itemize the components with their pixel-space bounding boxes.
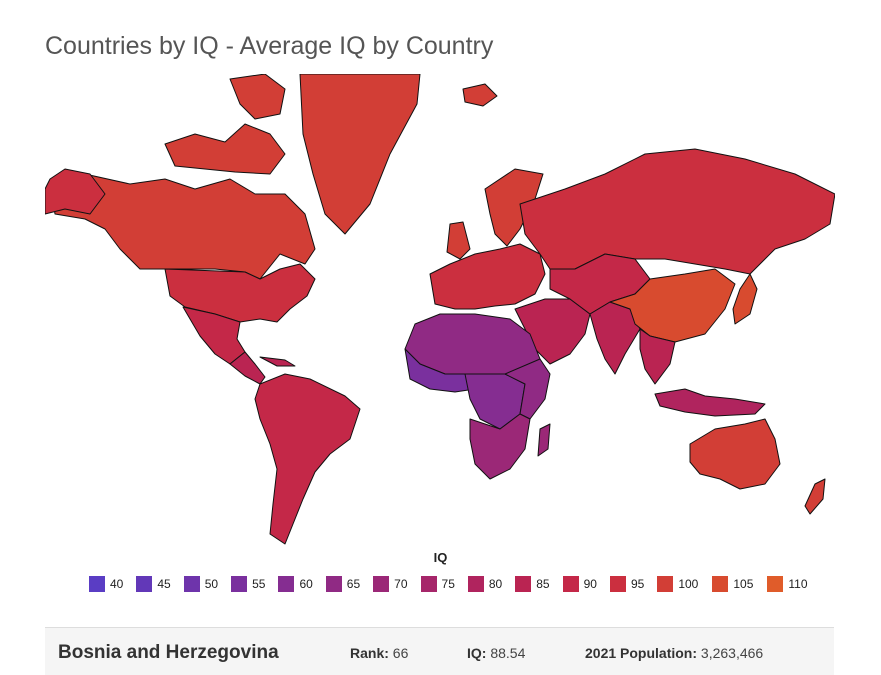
legend-swatch xyxy=(325,576,342,592)
legend-item-95[interactable]: 95 xyxy=(609,575,645,593)
iq-field: IQ: 88.54 xyxy=(467,645,525,661)
legend-item-105[interactable]: 105 xyxy=(712,575,753,593)
legend-swatch xyxy=(231,576,248,592)
legend-label: 45 xyxy=(157,577,171,591)
legend-title: IQ xyxy=(433,550,448,565)
legend-swatch xyxy=(467,576,484,592)
legend: 40 45 50 55 60 65 70 75 80 85 90 95 100 105 110 xyxy=(89,575,822,593)
legend-label: 110 xyxy=(788,577,808,591)
legend-swatch xyxy=(609,576,626,592)
world-map[interactable] xyxy=(45,74,835,549)
legend-swatch xyxy=(373,576,390,592)
iq-value: 88.54 xyxy=(490,645,526,661)
legend-label: 95 xyxy=(630,577,645,591)
legend-item-75[interactable]: 75 xyxy=(420,575,455,593)
legend-item-90[interactable]: 90 xyxy=(562,575,597,593)
legend-label: 70 xyxy=(394,577,408,591)
scandinavia[interactable] xyxy=(484,168,544,247)
population-field: 2021 Population: 3,263,466 xyxy=(585,645,763,661)
legend-label: 85 xyxy=(536,577,550,591)
south-america[interactable] xyxy=(254,373,361,545)
japan[interactable] xyxy=(732,273,758,325)
page-title: Countries by IQ - Average IQ by Country xyxy=(45,32,494,60)
legend-item-65[interactable]: 65 xyxy=(325,575,361,593)
alaska[interactable] xyxy=(45,168,106,215)
cuba[interactable] xyxy=(259,356,296,367)
legend-item-60[interactable]: 60 xyxy=(278,575,313,593)
rank-label: Rank: xyxy=(350,645,389,661)
legend-label: 75 xyxy=(441,577,455,591)
legend-item-100[interactable]: 100 xyxy=(657,575,698,593)
legend-label: 65 xyxy=(346,577,361,591)
country-info-bar: Bosnia and Herzegovina Rank: 66 IQ: 88.5… xyxy=(45,627,834,675)
legend-swatch xyxy=(562,576,579,592)
legend-item-110[interactable]: 110 xyxy=(767,575,808,593)
rank-value: 66 xyxy=(392,645,409,661)
rank-field: Rank: 66 xyxy=(350,645,408,661)
legend-item-80[interactable]: 80 xyxy=(467,575,503,593)
legend-item-55[interactable]: 55 xyxy=(231,575,265,593)
china[interactable] xyxy=(609,268,736,343)
legend-item-85[interactable]: 85 xyxy=(515,575,550,593)
southern-africa[interactable] xyxy=(469,413,531,480)
madagascar[interactable] xyxy=(537,423,551,457)
legend-item-70[interactable]: 70 xyxy=(373,575,408,593)
canada[interactable] xyxy=(49,173,316,280)
legend-label: 60 xyxy=(299,577,313,591)
legend-swatch xyxy=(712,576,729,592)
legend-label: 40 xyxy=(110,577,124,591)
north-africa[interactable] xyxy=(404,313,541,375)
legend-item-45[interactable]: 45 xyxy=(136,575,171,593)
legend-swatch xyxy=(183,576,200,592)
legend-label: 100 xyxy=(678,577,699,591)
indonesia[interactable] xyxy=(654,388,766,417)
legend-label: 55 xyxy=(252,577,266,591)
canada-north-island[interactable] xyxy=(229,74,286,120)
legend-label: 90 xyxy=(583,577,597,591)
legend-swatch xyxy=(420,576,437,592)
world-map-svg[interactable] xyxy=(45,74,835,549)
europe[interactable] xyxy=(429,243,546,310)
central-america[interactable] xyxy=(229,351,266,385)
southeast-asia[interactable] xyxy=(639,328,676,385)
east-africa[interactable] xyxy=(504,358,551,420)
population-label: 2021 Population: xyxy=(585,645,698,661)
legend-swatch xyxy=(515,576,532,592)
new-zealand[interactable] xyxy=(804,478,826,515)
legend-swatch xyxy=(278,576,295,592)
australia[interactable] xyxy=(689,418,781,490)
legend-label: 50 xyxy=(204,577,219,591)
canada-islands[interactable] xyxy=(164,123,286,175)
selected-country-name: Bosnia and Herzegovina xyxy=(58,642,279,663)
legend-item-40[interactable]: 40 xyxy=(89,575,123,593)
legend-item-50[interactable]: 50 xyxy=(183,575,219,593)
iq-label: IQ: xyxy=(467,645,487,661)
legend-label: 80 xyxy=(488,577,503,591)
population-value: 3,263,466 xyxy=(700,645,764,661)
legend-swatch xyxy=(767,576,784,592)
greenland[interactable] xyxy=(299,74,421,235)
legend-swatch xyxy=(136,576,153,592)
iceland[interactable] xyxy=(462,83,498,107)
legend-swatch xyxy=(657,576,674,592)
uk[interactable] xyxy=(446,221,471,260)
russia[interactable] xyxy=(519,148,835,275)
legend-label: 105 xyxy=(733,577,754,591)
legend-swatch xyxy=(89,576,105,592)
